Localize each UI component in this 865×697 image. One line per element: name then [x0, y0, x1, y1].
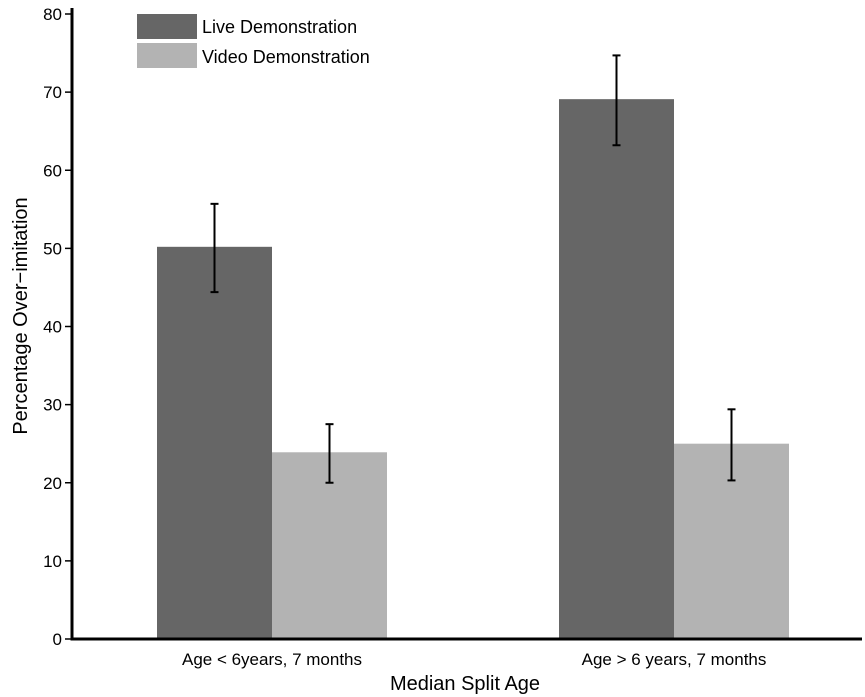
bar-live-1: [559, 99, 674, 639]
y-tick-label: 30: [43, 396, 62, 415]
x-ticks-group: Age < 6years, 7 months Age > 6 years, 7 m…: [182, 650, 766, 669]
plot-area: 0 10 20 30 40 50 60 70 80 Age < 6years, 7 months…: [43, 5, 862, 669]
y-axis-title: Percentage Over−imitation: [10, 197, 32, 434]
legend-label-video: Video Demonstration: [202, 47, 370, 67]
bars-group: [157, 99, 789, 639]
y-tick-label: 80: [43, 5, 62, 24]
y-tick-label: 40: [43, 318, 62, 337]
x-category-label: Age < 6years, 7 months: [182, 650, 362, 669]
x-axis-title: Median Split Age: [390, 673, 540, 695]
y-tick-label: 70: [43, 83, 62, 102]
y-ticks-group: 0 10 20 30 40 50 60 70 80: [43, 5, 72, 649]
x-category-label: Age > 6 years, 7 months: [582, 650, 767, 669]
legend-swatch-live: [137, 14, 197, 39]
y-tick-label: 10: [43, 552, 62, 571]
error-bars-group: [210, 54, 736, 484]
legend-swatch-video: [137, 43, 197, 68]
bar-live-0: [157, 246, 272, 639]
legend-label-live: Live Demonstration: [202, 17, 357, 37]
y-tick-label: 0: [53, 630, 62, 649]
legend: Live Demonstration Video Demonstration: [137, 14, 370, 68]
y-tick-label: 50: [43, 239, 62, 258]
y-tick-label: 60: [43, 161, 62, 180]
y-tick-label: 20: [43, 474, 62, 493]
